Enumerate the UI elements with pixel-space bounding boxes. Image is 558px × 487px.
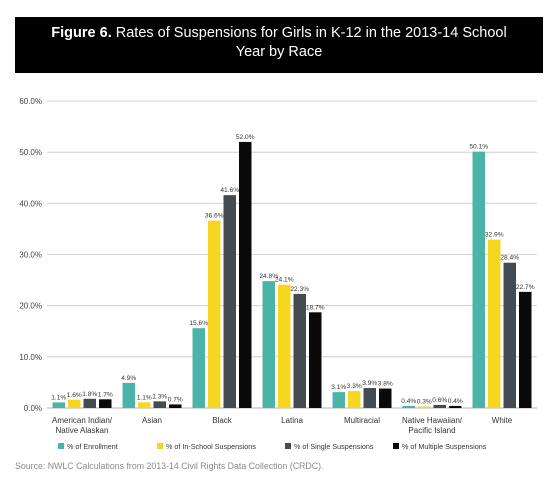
bar: [68, 399, 81, 408]
data-label: 24.1%: [275, 277, 294, 284]
data-label: 1.3%: [152, 393, 167, 400]
data-label: 3.1%: [331, 384, 346, 391]
data-label: 4.9%: [121, 375, 136, 382]
data-label: 0.4%: [401, 398, 416, 405]
y-tick-label: 60.0%: [19, 97, 42, 106]
bar: [472, 151, 485, 408]
legend-label: % of In-School Suspensions: [166, 442, 256, 451]
figure-title-line-2: Year by Race: [235, 44, 323, 60]
data-label: 36.6%: [205, 213, 224, 220]
y-tick-label: 30.0%: [19, 251, 42, 260]
data-label: 1.8%: [82, 391, 97, 398]
y-tick-label: 10.0%: [19, 353, 42, 362]
y-tick-label: 40.0%: [19, 199, 42, 208]
bar: [332, 392, 345, 408]
data-label: 0.3%: [417, 398, 432, 405]
data-label: 18.7%: [306, 304, 325, 311]
legend-label: % of Multiple Suspensions: [402, 442, 487, 451]
data-label: 1.7%: [98, 391, 113, 398]
bar: [153, 401, 166, 408]
legend-label: % of Single Suspensions: [294, 442, 374, 451]
bar: [363, 388, 376, 408]
bar: [223, 195, 236, 408]
data-label: 28.4%: [500, 255, 519, 262]
bar: [262, 281, 275, 408]
bar: [402, 405, 415, 408]
bar: [122, 382, 135, 408]
data-label: 1.1%: [51, 394, 66, 401]
legend-swatch: [58, 443, 64, 449]
x-tick-label: Pacific Island: [408, 426, 455, 435]
bar: [379, 388, 392, 408]
data-label: 0.4%: [448, 398, 463, 405]
data-label: 52.0%: [236, 134, 255, 141]
bar: [52, 402, 65, 408]
data-label: 41.6%: [220, 187, 239, 194]
legend-swatch: [285, 443, 291, 449]
bar: [138, 402, 151, 408]
bar: [488, 239, 501, 408]
legend-label: % of Enrollment: [67, 442, 118, 451]
bar: [449, 405, 462, 408]
y-tick-label: 0.0%: [24, 404, 42, 413]
data-label: 22.3%: [290, 286, 309, 293]
bar: [433, 404, 446, 408]
y-tick-label: 50.0%: [19, 148, 42, 157]
bar: [519, 291, 532, 408]
bar: [293, 293, 306, 408]
bar: [169, 404, 182, 408]
data-label: 1.1%: [137, 394, 152, 401]
data-label: 15.6%: [189, 320, 208, 327]
x-tick-label: Black: [212, 416, 233, 425]
x-tick-label: Native Alaskan: [56, 426, 109, 435]
bar: [278, 284, 291, 408]
x-tick-label: Latina: [281, 416, 303, 425]
figure-label: Figure 6.: [51, 25, 112, 41]
x-tick-label: American Indian/: [52, 416, 113, 425]
data-label: 50.1%: [469, 144, 488, 151]
data-label: 32.9%: [485, 232, 504, 239]
bar: [99, 399, 112, 408]
data-label: 3.9%: [362, 380, 377, 387]
legend-swatch: [393, 443, 399, 449]
source-note: Source: NWLC Calculations from 2013-14 C…: [15, 461, 324, 471]
bar: [192, 328, 205, 408]
data-label: 0.6%: [432, 397, 447, 404]
bar: [83, 398, 96, 408]
bar: [208, 220, 221, 408]
legend-swatch: [157, 443, 163, 449]
bar: [309, 312, 322, 408]
data-label: 3.8%: [378, 381, 393, 388]
bar: [348, 391, 361, 408]
figure-title-line-1: Rates of Suspensions for Girls in K-12 i…: [115, 25, 507, 41]
x-tick-label: Native Hawaiian/: [402, 416, 463, 425]
x-tick-label: Asian: [142, 416, 162, 425]
x-tick-label: White: [492, 416, 513, 425]
y-tick-label: 20.0%: [19, 302, 42, 311]
data-label: 1.6%: [67, 392, 82, 399]
data-label: 22.7%: [516, 284, 535, 291]
data-label: 0.7%: [168, 396, 183, 403]
bar: [418, 406, 431, 408]
figure-title: Figure 6. Rates of Suspensions for Girls…: [15, 17, 543, 73]
x-tick-label: Multiracial: [344, 416, 380, 425]
data-label: 3.3%: [347, 383, 362, 390]
data-label: 24.8%: [259, 273, 278, 280]
bar: [503, 262, 516, 408]
bar: [239, 141, 252, 408]
